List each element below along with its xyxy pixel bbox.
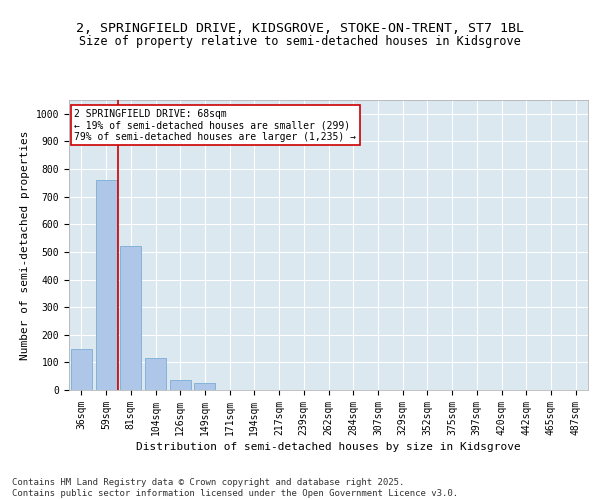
- X-axis label: Distribution of semi-detached houses by size in Kidsgrove: Distribution of semi-detached houses by …: [136, 442, 521, 452]
- Text: 2, SPRINGFIELD DRIVE, KIDSGROVE, STOKE-ON-TRENT, ST7 1BL: 2, SPRINGFIELD DRIVE, KIDSGROVE, STOKE-O…: [76, 22, 524, 36]
- Bar: [194, 383, 215, 390]
- Bar: [95, 180, 116, 390]
- Text: 2 SPRINGFIELD DRIVE: 68sqm
← 19% of semi-detached houses are smaller (299)
79% o: 2 SPRINGFIELD DRIVE: 68sqm ← 19% of semi…: [74, 108, 356, 142]
- Bar: [170, 380, 191, 390]
- Text: Size of property relative to semi-detached houses in Kidsgrove: Size of property relative to semi-detach…: [79, 35, 521, 48]
- Text: Contains HM Land Registry data © Crown copyright and database right 2025.
Contai: Contains HM Land Registry data © Crown c…: [12, 478, 458, 498]
- Bar: [71, 348, 92, 390]
- Bar: [145, 358, 166, 390]
- Y-axis label: Number of semi-detached properties: Number of semi-detached properties: [20, 130, 30, 360]
- Bar: [120, 246, 141, 390]
